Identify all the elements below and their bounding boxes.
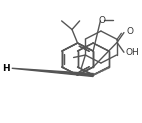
Text: OH: OH: [126, 48, 139, 57]
Text: O: O: [98, 16, 105, 25]
Text: O: O: [126, 27, 133, 37]
Polygon shape: [12, 68, 93, 77]
Text: H: H: [2, 64, 10, 73]
